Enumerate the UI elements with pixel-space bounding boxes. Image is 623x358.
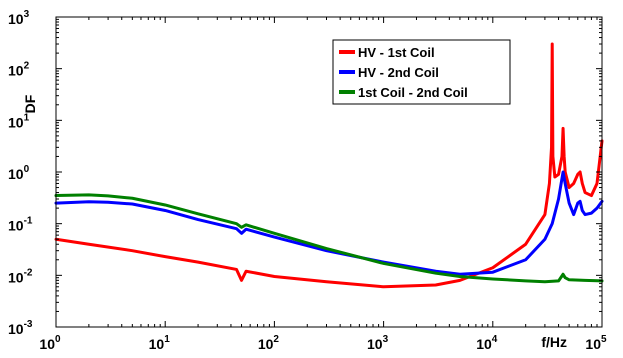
legend-label: HV - 2nd Coil: [358, 65, 439, 80]
y-tick-label: 101: [8, 112, 30, 130]
y-tick-label: 10-2: [8, 267, 33, 285]
y-axis-label: DF: [22, 94, 38, 113]
y-tick-label: 100: [8, 164, 30, 182]
y-tick-label: 103: [8, 9, 30, 27]
x-tick-label: 104: [476, 334, 498, 352]
y-tick-label: 10-1: [8, 216, 33, 234]
legend: HV - 1st Coil HV - 2nd Coil 1st Coil - 2nd…: [332, 39, 511, 105]
x-tick-label: 101: [149, 334, 171, 352]
y-tick-label: 102: [8, 61, 30, 79]
series-line-3: [54, 193, 604, 284]
legend-label: HV - 1st Coil: [358, 45, 435, 60]
tick-labels: 100 101 102 103 104 105 10-3 10-2 10-1 100 101 102 1…: [8, 9, 607, 352]
x-tick-label: 105: [585, 334, 607, 352]
legend-label: 1st Coil - 2nd Coil: [358, 85, 468, 100]
x-tick-label: 103: [367, 334, 389, 352]
series-line-2: [54, 170, 604, 276]
series-layer: [54, 42, 604, 289]
x-tick-label: 100: [39, 334, 61, 352]
ticks-layer: [55, 16, 603, 328]
x-tick-label: 102: [258, 334, 280, 352]
y-tick-label: 10-3: [8, 319, 33, 337]
legend-box: [332, 39, 511, 105]
series-line-1: [54, 42, 604, 289]
x-axis-label: f/Hz: [541, 334, 567, 350]
